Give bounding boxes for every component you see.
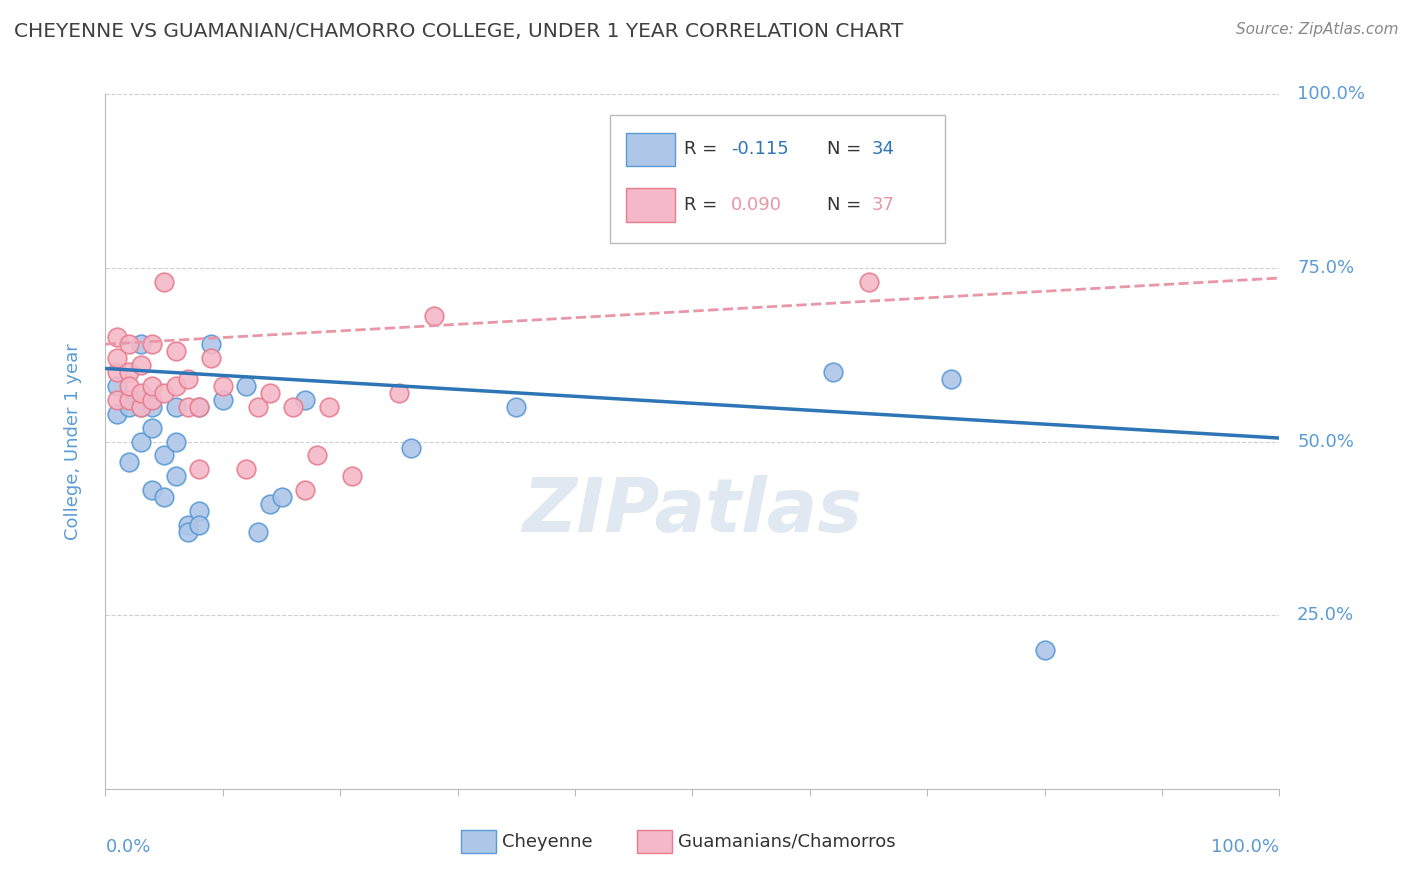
- Text: R =: R =: [685, 140, 723, 158]
- Point: [118, 392, 141, 407]
- Point: [105, 365, 128, 379]
- Point: [939, 372, 962, 386]
- Point: [153, 449, 176, 463]
- Text: 100.0%: 100.0%: [1298, 85, 1365, 103]
- Point: [141, 392, 163, 407]
- Point: [129, 337, 152, 351]
- Text: 25.0%: 25.0%: [1298, 607, 1354, 624]
- Point: [247, 400, 270, 414]
- Text: 0.090: 0.090: [731, 196, 782, 214]
- Text: ZIPatlas: ZIPatlas: [523, 475, 862, 548]
- FancyBboxPatch shape: [461, 830, 496, 853]
- Point: [105, 379, 128, 393]
- Point: [141, 420, 163, 434]
- Point: [165, 469, 187, 483]
- Point: [118, 400, 141, 414]
- Point: [283, 400, 305, 414]
- Point: [682, 226, 704, 240]
- Point: [118, 455, 141, 469]
- FancyBboxPatch shape: [626, 188, 675, 222]
- Point: [153, 385, 176, 400]
- Point: [318, 400, 340, 414]
- Point: [118, 379, 141, 393]
- Point: [105, 330, 128, 344]
- Point: [188, 462, 211, 476]
- Point: [399, 442, 422, 456]
- Point: [105, 392, 128, 407]
- Point: [141, 483, 163, 498]
- Point: [235, 379, 257, 393]
- Point: [247, 524, 270, 539]
- Text: 50.0%: 50.0%: [1298, 433, 1354, 450]
- Point: [505, 400, 527, 414]
- Point: [118, 337, 141, 351]
- Point: [176, 518, 198, 533]
- Text: Guamanians/Chamorros: Guamanians/Chamorros: [678, 832, 896, 851]
- Point: [858, 275, 880, 289]
- Text: 75.0%: 75.0%: [1298, 259, 1354, 277]
- Point: [129, 392, 152, 407]
- Point: [105, 407, 128, 421]
- Point: [294, 483, 316, 498]
- Point: [211, 379, 233, 393]
- Point: [188, 400, 211, 414]
- Point: [118, 392, 141, 407]
- Point: [823, 365, 845, 379]
- Text: 100.0%: 100.0%: [1212, 838, 1279, 856]
- Point: [200, 337, 222, 351]
- Text: CHEYENNE VS GUAMANIAN/CHAMORRO COLLEGE, UNDER 1 YEAR CORRELATION CHART: CHEYENNE VS GUAMANIAN/CHAMORRO COLLEGE, …: [14, 22, 903, 41]
- Point: [1033, 643, 1056, 657]
- Point: [270, 490, 292, 504]
- Point: [129, 358, 152, 372]
- Text: N =: N =: [828, 140, 868, 158]
- FancyBboxPatch shape: [610, 114, 945, 244]
- FancyBboxPatch shape: [637, 830, 672, 853]
- Point: [176, 524, 198, 539]
- Y-axis label: College, Under 1 year: College, Under 1 year: [63, 343, 82, 540]
- Text: 34: 34: [872, 140, 896, 158]
- Point: [153, 275, 176, 289]
- Text: Source: ZipAtlas.com: Source: ZipAtlas.com: [1236, 22, 1399, 37]
- Point: [188, 518, 211, 533]
- Point: [118, 365, 141, 379]
- Point: [176, 372, 198, 386]
- Text: R =: R =: [685, 196, 723, 214]
- Point: [129, 400, 152, 414]
- Text: 37: 37: [872, 196, 896, 214]
- Point: [423, 310, 446, 324]
- Text: 0.0%: 0.0%: [105, 838, 150, 856]
- Point: [259, 497, 281, 511]
- Point: [340, 469, 363, 483]
- Point: [176, 400, 198, 414]
- Point: [259, 385, 281, 400]
- FancyBboxPatch shape: [626, 133, 675, 166]
- Point: [188, 400, 211, 414]
- Point: [105, 351, 128, 365]
- Point: [165, 434, 187, 449]
- Point: [129, 385, 152, 400]
- Point: [211, 392, 233, 407]
- Point: [294, 392, 316, 407]
- Point: [388, 385, 411, 400]
- Point: [141, 379, 163, 393]
- Point: [129, 400, 152, 414]
- Point: [235, 462, 257, 476]
- Point: [141, 337, 163, 351]
- Point: [153, 490, 176, 504]
- Point: [129, 434, 152, 449]
- Point: [141, 400, 163, 414]
- Point: [165, 379, 187, 393]
- Point: [188, 504, 211, 518]
- Text: N =: N =: [828, 196, 868, 214]
- Text: Cheyenne: Cheyenne: [502, 832, 593, 851]
- Point: [305, 449, 328, 463]
- Point: [200, 351, 222, 365]
- Text: -0.115: -0.115: [731, 140, 789, 158]
- Point: [165, 344, 187, 359]
- Point: [165, 400, 187, 414]
